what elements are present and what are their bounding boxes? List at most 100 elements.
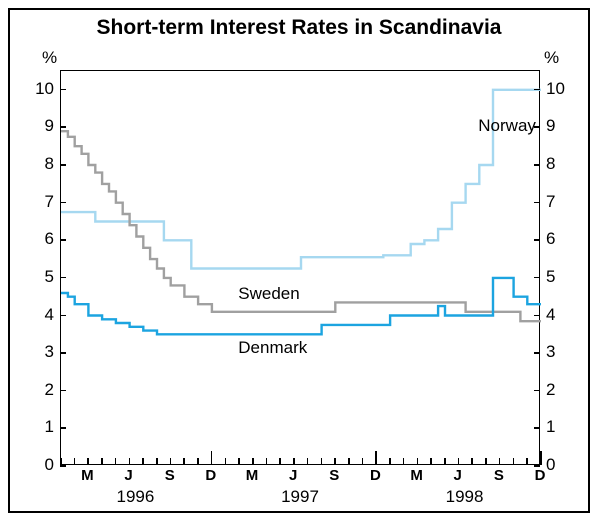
y-tick-left [60,465,66,467]
x-tick-minor [115,458,117,465]
x-tick-minor [87,458,89,465]
x-tick-minor [60,458,62,465]
x-month-label: D [203,467,219,484]
x-tick-major [540,451,542,465]
x-year-label: 1997 [270,487,330,507]
x-tick-minor [142,458,144,465]
x-tick-minor [526,458,528,465]
x-tick-major [375,451,377,465]
y-tick-left [60,89,66,91]
y-tick-left [60,239,66,241]
y-label-right: 9 [546,116,555,136]
x-tick-minor [252,458,254,465]
x-month-label: D [367,467,383,484]
x-month-label: J [121,467,137,484]
x-month-label: S [162,467,178,484]
x-tick-minor [183,458,185,465]
x-month-label: J [285,467,301,484]
y-tick-left [60,164,66,166]
x-tick-minor [485,458,487,465]
y-label-left: 4 [30,305,54,325]
y-label-left: 10 [30,79,54,99]
sweden-line [61,131,541,321]
y-label-left: 2 [30,380,54,400]
y-label-left: 8 [30,154,54,174]
x-tick-minor [74,458,76,465]
x-month-label: J [450,467,466,484]
y-tick-right [534,202,540,204]
y-label-right: 10 [546,79,565,99]
plot-area [60,70,540,465]
x-tick-major [211,451,213,465]
x-tick-minor [101,458,103,465]
x-tick-minor [499,458,501,465]
sweden-label: Sweden [238,284,299,304]
y-label-right: 3 [546,342,555,362]
x-tick-minor [129,458,131,465]
x-tick-minor [417,458,419,465]
x-tick-minor [348,458,350,465]
x-tick-minor [225,458,227,465]
y-label-right: 4 [546,305,555,325]
y-tick-left [60,390,66,392]
norway-line [61,90,541,269]
chart-frame: Short-term Interest Rates in Scandinavia… [8,8,590,513]
y-tick-right [534,164,540,166]
y-label-left: 9 [30,116,54,136]
x-tick-minor [334,458,336,465]
y-tick-right [534,277,540,279]
y-unit-left: % [42,48,57,68]
x-year-label: 1998 [435,487,495,507]
x-tick-minor [293,458,295,465]
x-tick-minor [197,458,199,465]
chart-title: Short-term Interest Rates in Scandinavia [10,16,588,40]
y-tick-left [60,352,66,354]
y-label-right: 7 [546,192,555,212]
y-tick-left [60,202,66,204]
x-month-label: S [326,467,342,484]
denmark-label: Denmark [238,338,307,358]
y-label-right: 2 [546,380,555,400]
y-label-left: 6 [30,229,54,249]
x-month-label: M [244,467,260,484]
x-tick-minor [389,458,391,465]
y-tick-right [534,427,540,429]
y-unit-right: % [544,48,559,68]
x-tick-minor [279,458,281,465]
y-label-left: 1 [30,417,54,437]
y-label-left: 5 [30,267,54,287]
y-label-left: 0 [30,455,54,475]
x-month-label: M [409,467,425,484]
x-month-label: M [79,467,95,484]
x-tick-minor [170,458,172,465]
x-tick-minor [444,458,446,465]
x-tick-minor [403,458,405,465]
y-label-right: 1 [546,417,555,437]
x-tick-minor [238,458,240,465]
y-tick-left [60,427,66,429]
x-tick-minor [266,458,268,465]
y-label-left: 3 [30,342,54,362]
y-tick-right [534,390,540,392]
x-tick-minor [458,458,460,465]
norway-label: Norway [478,116,536,136]
y-label-right: 6 [546,229,555,249]
y-tick-right [534,315,540,317]
y-tick-left [60,315,66,317]
x-tick-minor [307,458,309,465]
x-tick-minor [362,458,364,465]
y-tick-left [60,277,66,279]
x-month-label: S [491,467,507,484]
y-tick-right [534,352,540,354]
denmark-line [61,278,541,334]
x-year-label: 1996 [105,487,165,507]
x-month-label: D [532,467,548,484]
x-tick-minor [321,458,323,465]
x-tick-minor [430,458,432,465]
x-tick-minor [513,458,515,465]
x-tick-minor [471,458,473,465]
y-label-left: 7 [30,192,54,212]
y-label-right: 5 [546,267,555,287]
y-tick-right [534,239,540,241]
y-label-right: 8 [546,154,555,174]
